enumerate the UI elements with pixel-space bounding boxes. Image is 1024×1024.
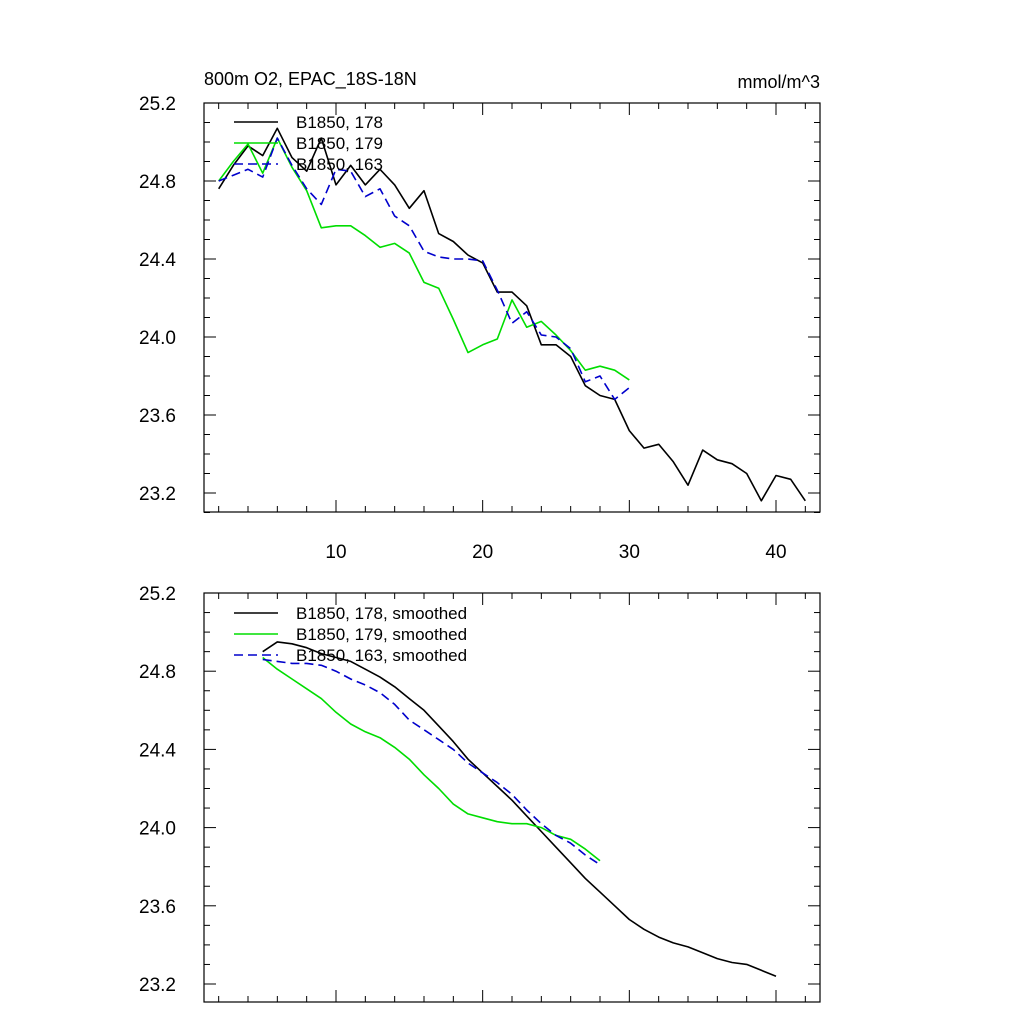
legend-entry: B1850, 178 [296, 113, 383, 132]
series-line-2 [218, 137, 630, 381]
chart-title: 800m O2, EPAC_18S-18N [204, 69, 417, 90]
y-tick-label: 25.2 [139, 94, 176, 115]
units-label: mmol/m^3 [738, 72, 820, 92]
y-tick-label: 25.2 [139, 584, 176, 605]
y-tick-label: 24.0 [139, 328, 176, 349]
y-tick-label: 24.0 [139, 819, 176, 840]
series-line-3 [262, 658, 601, 866]
legend-entry: B1850, 179, smoothed [296, 625, 467, 644]
legend-entry: B1850, 163 [296, 155, 383, 174]
y-tick-label: 23.2 [139, 975, 176, 996]
legend-entry: B1850, 163, smoothed [296, 646, 467, 665]
series-line-1 [218, 127, 806, 502]
y-tick-label: 24.4 [139, 740, 176, 761]
series-line-2 [262, 656, 601, 862]
legend-entry: B1850, 178, smoothed [296, 604, 467, 623]
y-tick-label: 24.4 [139, 250, 176, 271]
y-tick-label: 23.2 [139, 484, 176, 505]
x-tick-label: 20 [472, 542, 493, 563]
legend-entry: B1850, 179 [296, 134, 383, 153]
x-tick-label: 10 [325, 542, 346, 563]
y-tick-label: 24.8 [139, 172, 176, 193]
series-line-1 [262, 641, 777, 977]
y-tick-label: 24.8 [139, 662, 176, 683]
y-tick-label: 23.6 [139, 406, 176, 427]
y-tick-label: 23.6 [139, 897, 176, 918]
bottom-panel: 23.2 23.6 24.0 24.4 24.8 25.2 B1850, 178, smoo… [139, 584, 821, 1003]
series-line-3 [218, 137, 630, 401]
top-panel: 23.2 23.6 24.0 24.4 24.8 25.2 10 20 30 40 B1850, 1… [139, 94, 821, 563]
x-tick-label: 40 [765, 542, 786, 563]
x-tick-label: 30 [619, 542, 640, 563]
